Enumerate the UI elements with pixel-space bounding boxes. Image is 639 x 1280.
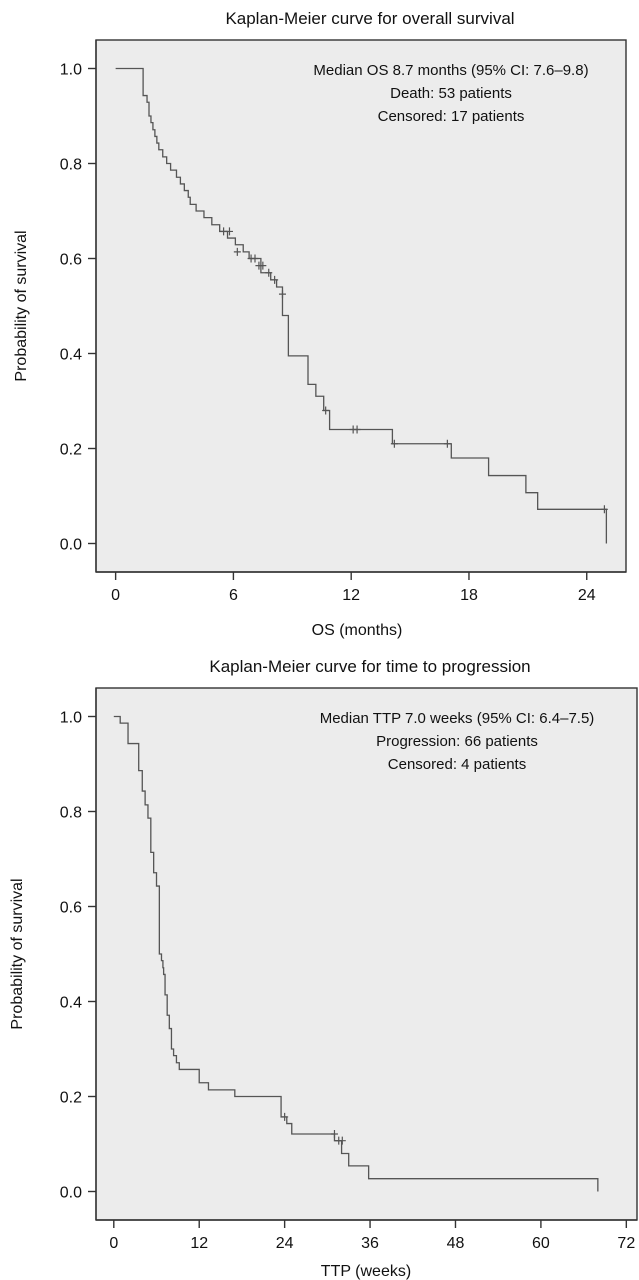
ttp-censor-marks (281, 1112, 346, 1145)
ttp-censor-mark (338, 1136, 346, 1145)
os-censor-mark (271, 275, 279, 284)
os-y-tick-label: 0.0 (60, 537, 82, 554)
ttp-annotation-censored: Censored: 4 patients (388, 756, 526, 773)
ttp-ticks: 0 12 24 36 48 60 72 0.0 0.2 0.4 0.6 0.8 1.0 (60, 710, 636, 1253)
ttp-y-tick-label: 0.6 (60, 900, 82, 917)
ttp-x-tick-label: 48 (447, 1235, 465, 1252)
ttp-censor-mark (281, 1112, 289, 1121)
os-x-axis-label: OS (months) (312, 622, 403, 639)
os-plot-frame (95, 39, 627, 573)
os-annotation-deaths: Death: 53 patients (390, 85, 512, 102)
os-chart-title: Kaplan-Meier curve for overall survival (225, 9, 514, 28)
os-y-tick-label: 0.8 (60, 157, 82, 174)
ttp-x-tick-label: 60 (532, 1235, 550, 1252)
os-censor-mark (233, 247, 241, 256)
os-censor-mark (353, 425, 361, 434)
ttp-annotation-median: Median TTP 7.0 weeks (95% CI: 6.4–7.5) (320, 710, 595, 727)
ttp-annotation-progression: Progression: 66 patients (376, 733, 538, 750)
os-x-tick-label: 12 (342, 587, 360, 604)
ttp-y-tick-label: 0.2 (60, 1090, 82, 1107)
os-x-tick-label: 6 (229, 587, 238, 604)
os-chart: Kaplan-Meier curve for overall survival … (13, 9, 627, 639)
ttp-y-axis-label: Probability of survival (9, 878, 26, 1029)
os-censor-mark (443, 439, 451, 448)
os-censor-marks (220, 227, 608, 514)
os-x-tick-label: 24 (578, 587, 596, 604)
os-censor-mark (600, 505, 608, 514)
ttp-x-tick-label: 24 (276, 1235, 294, 1252)
os-censor-mark (225, 227, 233, 236)
ttp-x-tick-label: 72 (617, 1235, 635, 1252)
os-x-tick-label: 0 (111, 587, 120, 604)
os-y-tick-label: 0.4 (60, 347, 82, 364)
os-censor-mark (390, 439, 398, 448)
os-y-axis-label: Probability of survival (13, 230, 30, 381)
os-annotation-median: Median OS 8.7 months (95% CI: 7.6–9.8) (313, 62, 588, 79)
os-censor-mark (322, 406, 330, 415)
ttp-x-tick-label: 12 (190, 1235, 208, 1252)
os-y-tick-label: 0.6 (60, 252, 82, 269)
os-censor-mark (220, 227, 228, 236)
ttp-survival-curve (113, 715, 599, 1192)
ttp-plot-frame (95, 687, 638, 1221)
ttp-y-tick-label: 0.0 (60, 1185, 82, 1202)
ttp-y-tick-label: 1.0 (60, 710, 82, 727)
ttp-y-tick-label: 0.4 (60, 995, 82, 1012)
os-y-tick-label: 1.0 (60, 62, 82, 79)
os-censor-mark (278, 290, 286, 299)
os-survival-curve (115, 67, 608, 544)
ttp-x-tick-label: 0 (109, 1235, 118, 1252)
os-censor-mark (251, 254, 259, 263)
ttp-chart: Kaplan-Meier curve for time to progressi… (9, 657, 638, 1280)
ttp-y-tick-label: 0.8 (60, 805, 82, 822)
os-y-tick-label: 0.2 (60, 442, 82, 459)
os-annotation-censored: Censored: 17 patients (378, 108, 525, 125)
ttp-censor-mark (330, 1130, 338, 1139)
ttp-x-tick-label: 36 (361, 1235, 379, 1252)
os-ticks: 0 6 12 18 24 0.0 0.2 0.4 0.6 0.8 1.0 (60, 62, 596, 605)
os-censor-mark (259, 261, 267, 270)
ttp-chart-title: Kaplan-Meier curve for time to progressi… (209, 657, 530, 676)
ttp-x-axis-label: TTP (weeks) (321, 1263, 411, 1280)
os-censor-mark (265, 268, 273, 277)
os-x-tick-label: 18 (460, 587, 478, 604)
